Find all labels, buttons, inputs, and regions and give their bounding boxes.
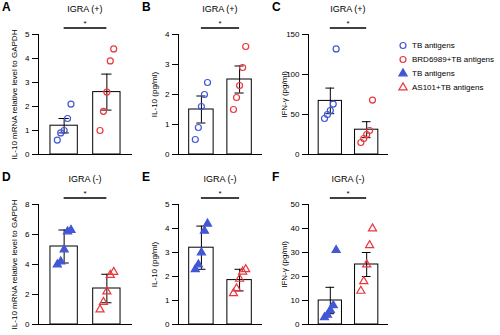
svg-text:IL-10 (pg/ml): IL-10 (pg/ml): [150, 241, 159, 287]
svg-text:8: 8: [25, 200, 30, 209]
html-text:E: E: [142, 170, 150, 184]
svg-text:0: 0: [165, 320, 170, 329]
svg-text:*: *: [346, 189, 349, 198]
svg-text:0: 0: [25, 150, 30, 159]
svg-text:0: 0: [165, 150, 170, 159]
svg-text:20: 20: [291, 272, 300, 281]
svg-text:IL-10 (pg/ml): IL-10 (pg/ml): [150, 71, 159, 117]
svg-text:4: 4: [25, 260, 30, 269]
html-text:TB antigens: TB antigens: [412, 68, 455, 78]
svg-text:IGRA (-): IGRA (-): [332, 174, 365, 184]
svg-text:*: *: [218, 19, 221, 28]
svg-text:4: 4: [165, 30, 170, 39]
svg-text:IGRA (-): IGRA (-): [69, 174, 102, 184]
html-text:D: D: [2, 170, 11, 184]
svg-text:*: *: [83, 19, 86, 28]
svg-text:150: 150: [286, 30, 300, 39]
svg-text:0: 0: [25, 320, 30, 329]
svg-text:3: 3: [165, 60, 170, 69]
html-text:BRD6989+TB antigens: BRD6989+TB antigens: [412, 54, 495, 64]
svg-text:50: 50: [291, 110, 300, 119]
svg-text:IGRA (+): IGRA (+): [330, 4, 365, 14]
svg-text:1: 1: [25, 126, 30, 135]
svg-text:100: 100: [286, 70, 300, 80]
html-text:F: F: [272, 170, 280, 184]
svg-text:*: *: [218, 189, 221, 198]
svg-text:IFN-γ (pg/ml): IFN-γ (pg/ml): [280, 241, 289, 288]
svg-text:IGRA (-): IGRA (-): [204, 174, 237, 184]
svg-text:IGRA (+): IGRA (+): [67, 4, 102, 14]
svg-text:2: 2: [25, 290, 30, 299]
svg-text:3: 3: [165, 248, 170, 257]
svg-text:30: 30: [291, 248, 300, 257]
svg-text:0: 0: [295, 150, 300, 159]
svg-text:2: 2: [165, 90, 170, 99]
svg-text:40: 40: [291, 224, 300, 233]
svg-text:4: 4: [165, 224, 170, 233]
svg-text:IL-10 mRNA relative level to G: IL-10 mRNA relative level to GAPDH: [10, 199, 19, 329]
svg-text:*: *: [83, 189, 86, 198]
svg-text:1: 1: [165, 120, 170, 129]
svg-text:1: 1: [165, 296, 170, 305]
svg-text:5: 5: [25, 30, 30, 39]
html-text:TB antigens: TB antigens: [412, 40, 455, 50]
svg-text:5: 5: [165, 200, 170, 209]
html-text:C: C: [272, 0, 281, 14]
svg-text:4: 4: [25, 54, 30, 63]
svg-text:*: *: [346, 19, 349, 28]
html-text:A: A: [2, 0, 11, 14]
svg-text:3: 3: [25, 78, 30, 87]
svg-text:2: 2: [25, 102, 30, 111]
svg-text:6: 6: [25, 230, 30, 239]
svg-text:IGRA (+): IGRA (+): [202, 4, 237, 14]
html-text:B: B: [142, 0, 151, 14]
svg-text:0: 0: [295, 320, 300, 329]
svg-text:2: 2: [165, 272, 170, 281]
svg-text:50: 50: [291, 200, 300, 209]
svg-text:IL-10 mRNA relative level to G: IL-10 mRNA relative level to GAPDH: [10, 29, 19, 159]
svg-text:10: 10: [291, 296, 300, 305]
html-text:AS101+TB antigens: AS101+TB antigens: [412, 82, 484, 92]
svg-text:IFN-γ (pg/ml): IFN-γ (pg/ml): [280, 71, 289, 118]
